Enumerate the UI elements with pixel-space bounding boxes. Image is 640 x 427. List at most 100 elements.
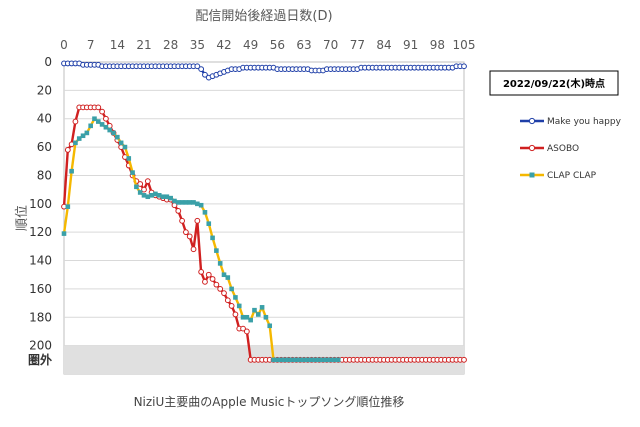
x-tick-label: 7	[87, 38, 95, 52]
data-point	[72, 118, 79, 125]
legend-label: CLAP CLAP	[547, 171, 597, 181]
data-point	[313, 357, 318, 363]
gridlines	[64, 89, 464, 347]
data-point	[88, 123, 93, 129]
data-point	[198, 202, 204, 208]
series-lines	[61, 60, 467, 363]
data-point	[92, 116, 97, 122]
data-point	[332, 357, 337, 363]
data-point	[236, 303, 242, 309]
data-point	[221, 290, 227, 297]
data-point	[186, 233, 193, 240]
data-point	[103, 115, 109, 122]
data-point	[183, 200, 189, 205]
data-point	[198, 268, 205, 275]
data-point	[145, 194, 151, 200]
data-point	[190, 246, 197, 253]
data-point	[297, 357, 303, 363]
data-point	[160, 194, 166, 200]
data-point	[137, 181, 144, 187]
data-point	[134, 184, 139, 190]
x-tick-label: 63	[296, 38, 311, 52]
y-tick-label: 180	[29, 310, 52, 324]
data-point	[263, 314, 269, 320]
data-point	[175, 200, 181, 205]
data-point	[209, 276, 216, 282]
date-label: 2022/09/22(木)時点	[503, 77, 605, 90]
data-point	[103, 124, 109, 130]
series-make-you-happy	[61, 60, 467, 81]
data-point	[144, 178, 151, 185]
data-point	[316, 357, 322, 363]
data-point	[141, 193, 147, 198]
legend-item: CLAP CLAP	[520, 171, 597, 181]
data-point	[244, 314, 250, 320]
data-point	[69, 168, 74, 174]
data-point	[194, 217, 201, 224]
data-point	[305, 357, 311, 363]
data-point	[228, 303, 235, 309]
y-tick-label: 100	[29, 197, 52, 211]
data-point	[65, 204, 71, 209]
data-point	[195, 201, 200, 207]
y-tick-label: 20	[37, 83, 52, 97]
data-point	[217, 261, 223, 266]
data-point	[64, 147, 71, 153]
data-point	[202, 210, 208, 215]
data-point	[187, 200, 193, 205]
legend-swatch-marker	[528, 144, 536, 152]
data-point	[130, 170, 135, 175]
data-point	[229, 286, 234, 292]
x-tick-label: 49	[243, 38, 258, 52]
data-point	[73, 140, 78, 146]
data-point	[156, 193, 162, 198]
data-point	[153, 191, 158, 197]
x-tick-label: 77	[350, 38, 365, 52]
data-point	[122, 144, 128, 150]
data-point	[95, 119, 101, 124]
data-point	[233, 295, 238, 300]
data-point	[328, 357, 333, 363]
data-point	[301, 357, 307, 363]
data-point	[194, 63, 201, 70]
data-point	[111, 130, 116, 136]
data-point	[278, 357, 284, 363]
data-point	[137, 190, 143, 195]
data-point	[84, 130, 90, 136]
y-tick-label: 80	[37, 168, 52, 182]
legend-item: ASOBO	[520, 144, 579, 154]
legend-label: ASOBO	[547, 144, 579, 154]
data-point	[202, 71, 208, 78]
data-point	[76, 136, 82, 141]
x-tick-label: 42	[216, 38, 231, 52]
data-point	[243, 328, 250, 335]
data-point	[164, 194, 170, 200]
x-tick-label: 35	[190, 38, 205, 52]
data-point	[206, 221, 212, 226]
data-point	[271, 357, 276, 363]
data-point	[240, 314, 246, 320]
legend-label: Make you happy	[547, 117, 622, 127]
x-tick-label: 28	[163, 38, 178, 52]
data-point	[61, 231, 67, 236]
data-point	[179, 200, 185, 205]
x-tick-label: 98	[430, 38, 445, 52]
data-point	[275, 357, 280, 363]
data-point	[224, 297, 231, 304]
data-point	[99, 122, 105, 127]
x-tick-label: 105	[453, 38, 476, 52]
x-tick-label: 70	[323, 38, 338, 52]
data-point	[290, 357, 295, 363]
data-point	[115, 134, 120, 140]
data-point	[183, 229, 189, 236]
data-point	[294, 357, 299, 363]
date-box-frame	[489, 70, 619, 96]
data-point	[282, 357, 288, 363]
data-point	[99, 108, 105, 115]
data-point	[202, 278, 208, 285]
x-tick-label: 21	[136, 38, 151, 52]
data-point	[107, 127, 113, 133]
legend-swatch-marker	[528, 117, 536, 125]
data-point	[198, 66, 205, 72]
legend-swatch-marker	[529, 172, 535, 178]
